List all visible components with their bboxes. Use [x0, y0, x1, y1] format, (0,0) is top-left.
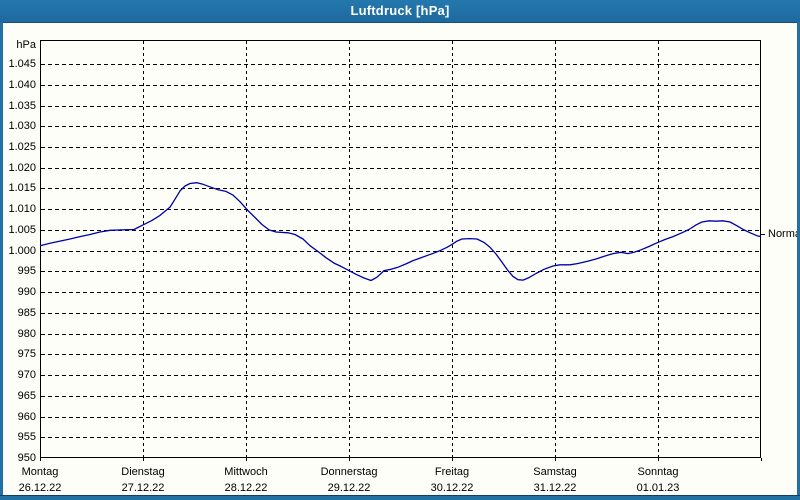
y-tick-label: 1.035 — [8, 100, 36, 112]
window-border-left — [0, 22, 3, 500]
y-tick-label: 1.025 — [8, 141, 36, 153]
y-tick-label: 1.010 — [8, 203, 36, 215]
window-titlebar: Luftdruck [hPa] — [0, 0, 800, 23]
y-tick-label: 1.045 — [8, 58, 36, 70]
pressure-line-chart — [39, 40, 765, 461]
y-tick-label: 950 — [17, 452, 36, 464]
y-tick-label: 985 — [17, 307, 36, 319]
y-tick-label: 955 — [17, 431, 36, 443]
x-tick-day-label: Sonntag — [637, 466, 679, 478]
y-tick-label: 965 — [17, 390, 36, 402]
window-border-right — [797, 22, 800, 500]
y-tick-label: 1.030 — [8, 120, 36, 132]
y-tick-label: 995 — [17, 265, 36, 277]
y-tick-label: 975 — [17, 348, 36, 360]
window-border-bottom — [0, 495, 800, 500]
y-tick-label: 990 — [17, 286, 36, 298]
y-tick-label: 1.005 — [8, 224, 36, 236]
y-tick-label: 1.020 — [8, 162, 36, 174]
x-tick-date-label: 01.01.23 — [636, 482, 680, 494]
normal-pressure-label: Normal — [768, 227, 800, 240]
x-tick-day-label: Mittwoch — [224, 466, 268, 478]
x-tick-day-label: Samstag — [533, 466, 577, 478]
y-tick-label: 980 — [17, 328, 36, 340]
x-tick-date-label: 27.12.22 — [121, 482, 165, 494]
y-tick-label: 960 — [17, 411, 36, 423]
y-tick-label: 970 — [17, 369, 36, 381]
x-tick-date-label: 28.12.22 — [224, 482, 268, 494]
y-tick-label: 1.015 — [8, 182, 36, 194]
plot-frame — [40, 40, 761, 458]
page-title: Luftdruck [hPa] — [350, 3, 450, 18]
x-tick-day-label: Freitag — [434, 466, 470, 478]
x-tick-day-label: Montag — [21, 466, 59, 478]
x-tick-date-label: 29.12.22 — [327, 482, 371, 494]
y-tick-label: 1.040 — [8, 79, 36, 91]
x-tick-date-label: 26.12.22 — [18, 482, 62, 494]
x-tick-day-label: Donnerstag — [320, 466, 378, 478]
pressure-curve — [39, 182, 762, 282]
x-tick-day-label: Dienstag — [121, 466, 165, 478]
x-tick-date-label: 30.12.22 — [430, 482, 474, 494]
y-tick-label: 1.000 — [8, 245, 36, 257]
x-tick-date-label: 31.12.22 — [533, 482, 577, 494]
y-axis-unit-label: hPa — [16, 39, 36, 51]
